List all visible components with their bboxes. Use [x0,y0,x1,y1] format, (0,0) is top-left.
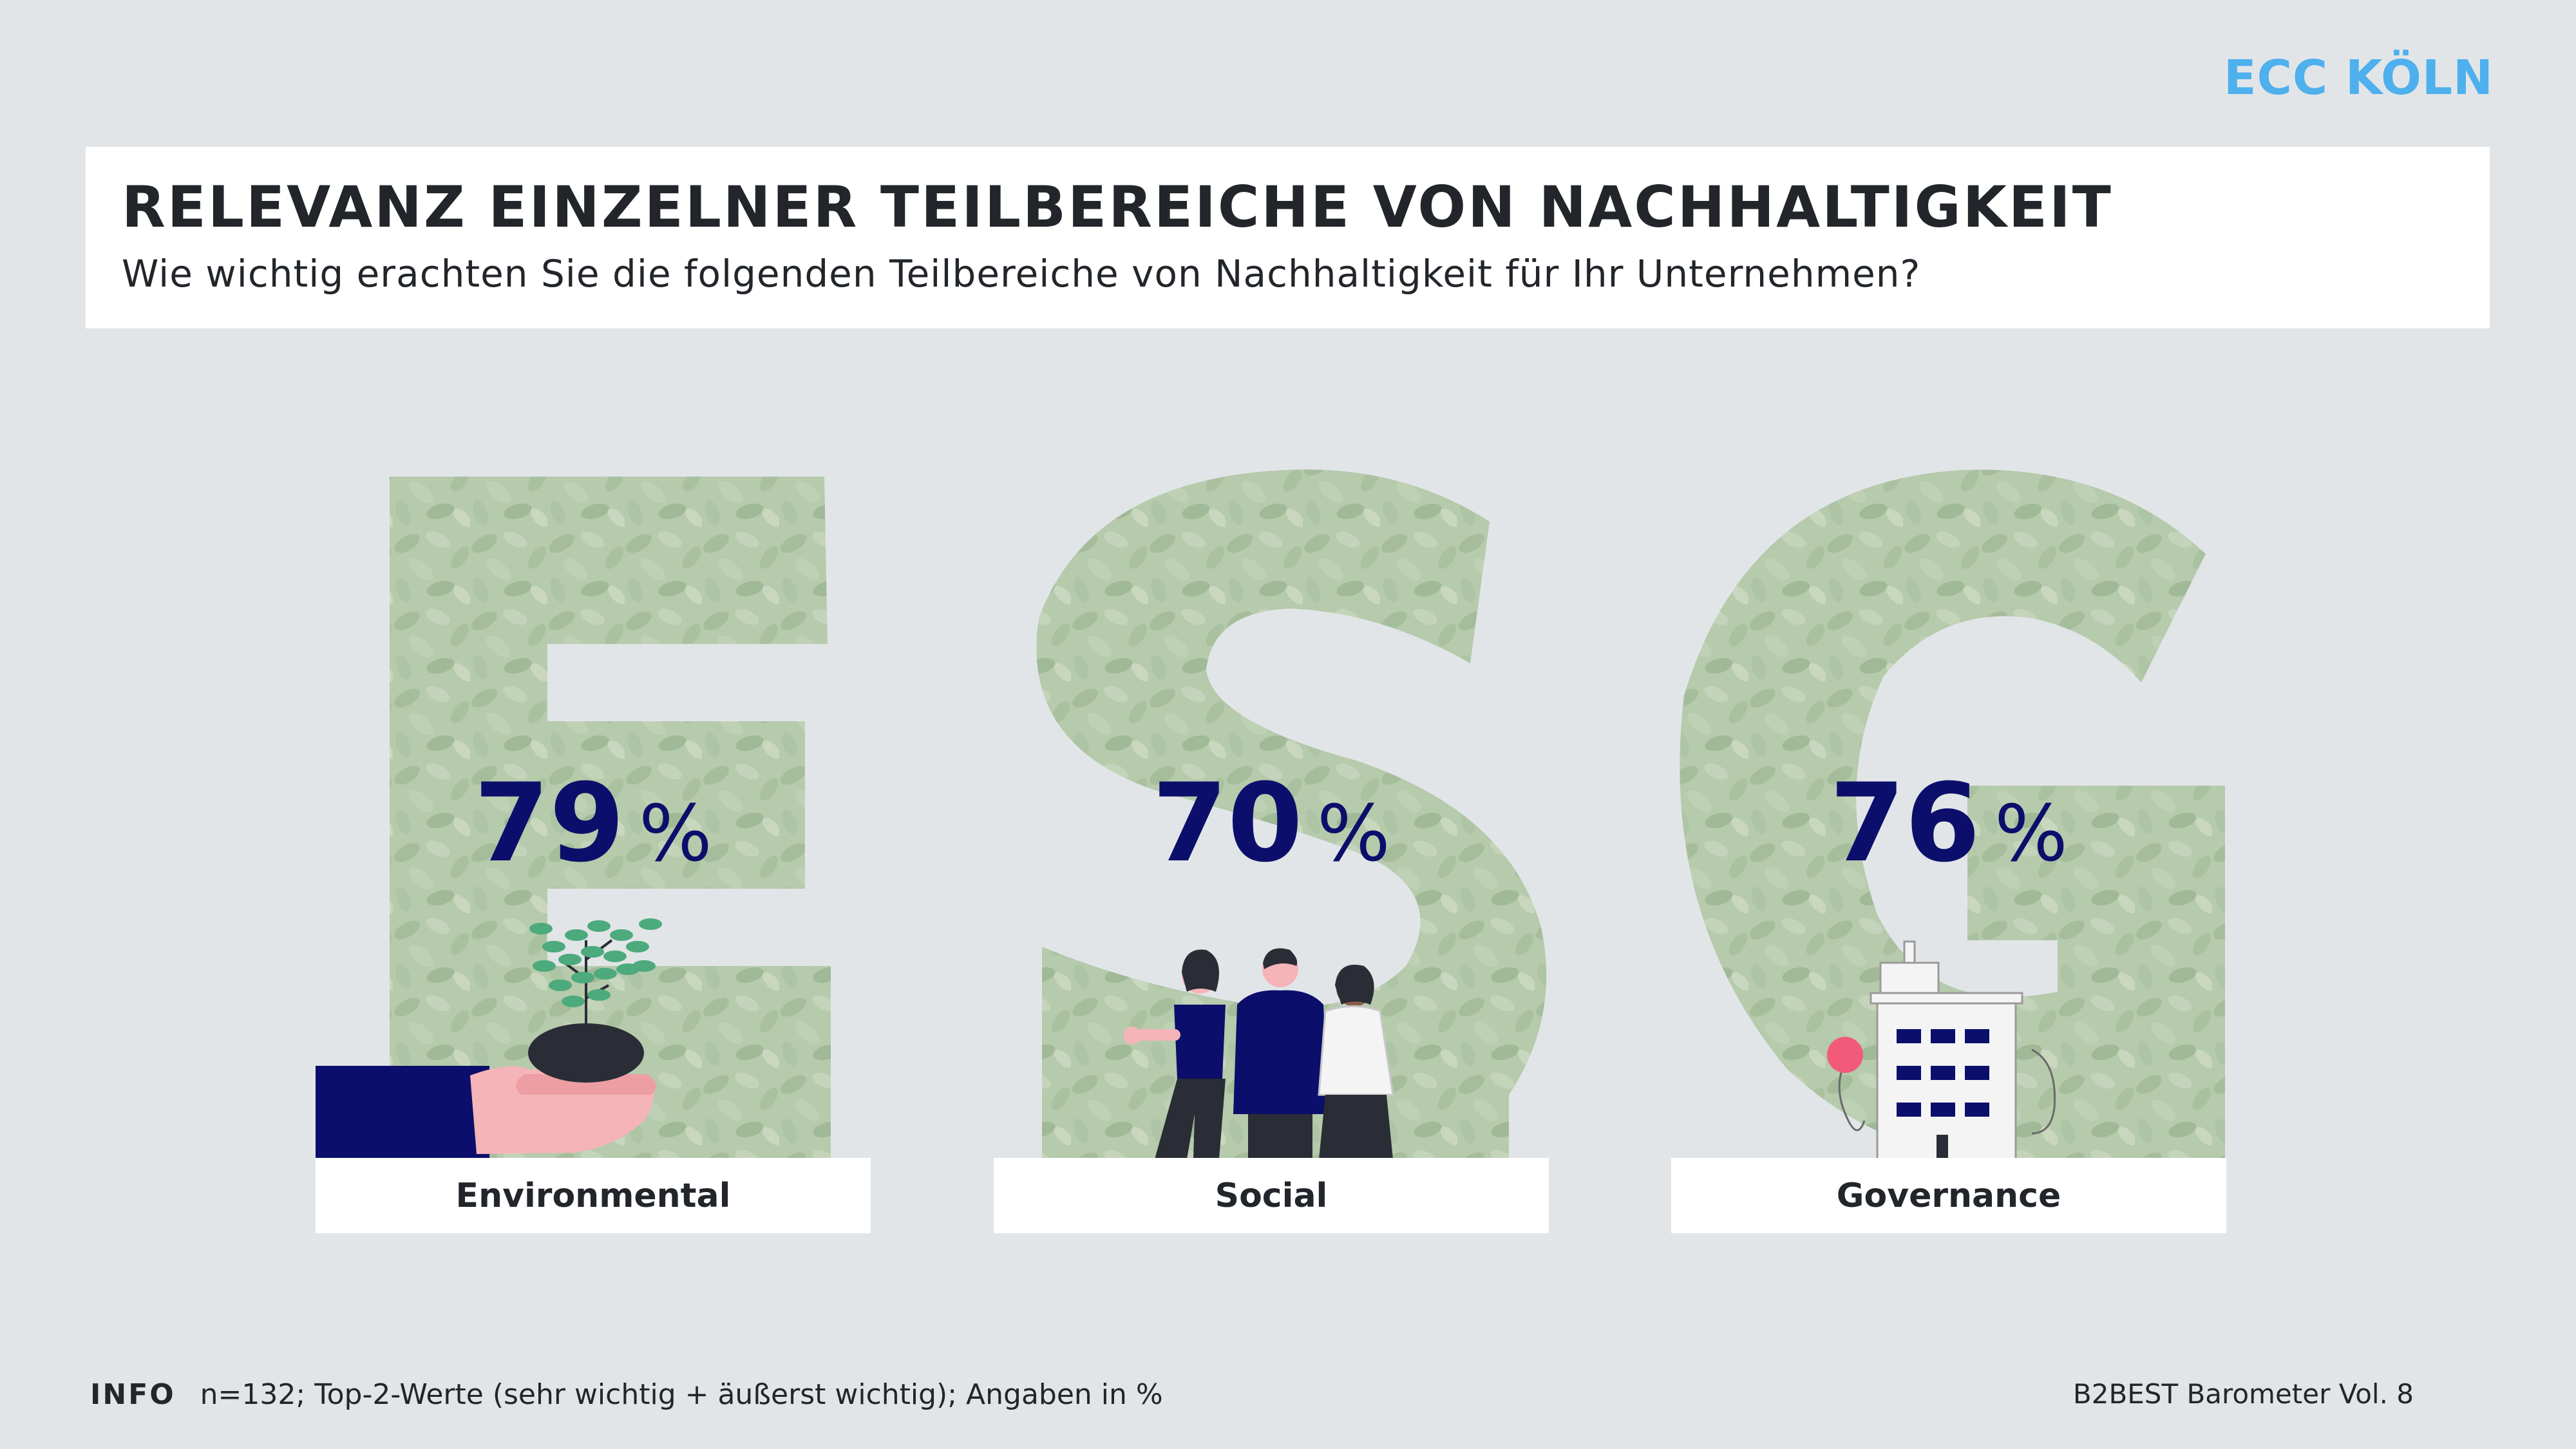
value-number: 79 [474,760,625,886]
hand-with-plant-icon [316,918,662,1159]
esg-card-social: 70% Social [994,451,1549,1233]
label-box-governance: Governance [1671,1158,2226,1233]
page-subtitle: Wie wichtig erachten Sie die folgenden T… [122,252,1921,296]
leaf-letter-g-graphic [1680,469,2225,1159]
percent-sign: % [1316,790,1390,879]
leaf-letter-e-graphic [390,477,831,1159]
esg-card-governance: 76% Governance [1671,451,2226,1233]
category-label: Environmental [455,1176,731,1215]
label-box-social: Social [994,1158,1549,1233]
percent-sign: % [638,790,712,879]
category-label: Governance [1836,1176,2061,1215]
footer-info: INFO n=132; Top-2-Werte (sehr wichtig + ä… [90,1378,1163,1411]
people-group-icon [1123,948,1394,1159]
percent-sign: % [1994,790,2068,879]
leaf-letter-s-graphic [1036,469,1547,1159]
percentage-social: 70% [994,760,1549,886]
page-title: RELEVANZ EINZELNER TEILBEREICHE VON NACH… [122,174,2113,240]
label-box-environmental: Environmental [316,1158,871,1233]
value-number: 70 [1152,760,1303,886]
info-label: INFO [90,1378,176,1411]
info-text: n=132; Top-2-Werte (sehr wichtig + äußer… [200,1378,1163,1411]
esg-card-environmental: 79% Environmental [316,451,871,1233]
footer-source: B2BEST Barometer Vol. 8 [2072,1378,2414,1410]
category-label: Social [1215,1176,1328,1215]
percentage-environmental: 79% [316,760,871,886]
title-panel: RELEVANZ EINZELNER TEILBEREICHE VON NACH… [86,147,2490,328]
office-building-icon [1827,940,2056,1159]
brand-logo: ECC KÖLN [2224,50,2494,106]
value-number: 76 [1830,760,1980,886]
percentage-governance: 76% [1671,760,2226,886]
